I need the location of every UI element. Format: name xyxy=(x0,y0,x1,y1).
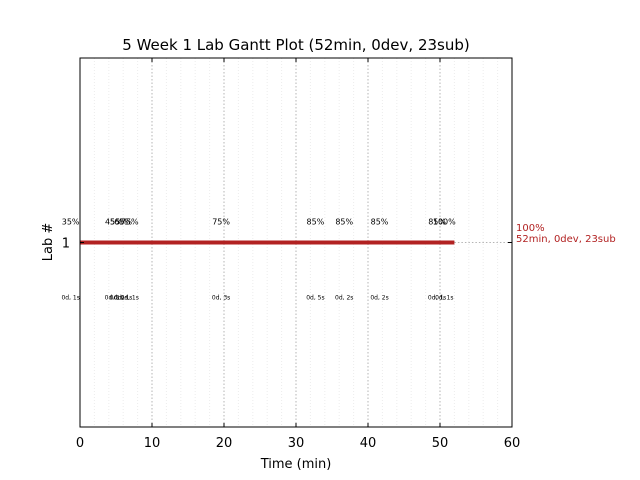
submission-info-label: 0d, 2s xyxy=(370,295,388,302)
submission-percent-label: 75% xyxy=(212,218,230,227)
submission-percent-label: 85% xyxy=(307,218,325,227)
submission-info-label: 0d, 1s xyxy=(435,295,453,302)
x-tick-label: 20 xyxy=(216,436,233,451)
submission-info-label: 0d, 1s xyxy=(428,295,446,302)
submission-percent-label: 85% xyxy=(428,218,446,227)
x-tick-label: 60 xyxy=(504,436,521,451)
y-axis-label: Lab # xyxy=(41,223,56,262)
submission-info-label: 0d, 5s xyxy=(306,295,324,302)
submission-percent-label: 45% xyxy=(105,218,123,227)
submission-info-label: 0d, 1s xyxy=(61,295,79,302)
x-tick-label: 50 xyxy=(432,436,449,451)
submission-info-label: 0d, 1s xyxy=(110,295,128,302)
x-tick-label: 10 xyxy=(144,436,161,451)
submission-percent-label: 35% xyxy=(62,218,80,227)
x-tick-label: 30 xyxy=(288,436,305,451)
x-tick-label: 0 xyxy=(76,436,84,451)
y-axis-ticks: 1 xyxy=(62,237,512,252)
submission-info-label: 0d, 1s xyxy=(114,295,132,302)
y-tick-label: 1 xyxy=(62,237,70,252)
x-axis-label: Time (min) xyxy=(260,457,332,472)
x-axis-ticks: 0 10 20 30 40 50 60 xyxy=(76,58,520,451)
submission-info-label: 0d, 1s xyxy=(105,295,123,302)
submission-percent-label: 85% xyxy=(371,218,389,227)
submission-info-label: 0d, 2s xyxy=(335,295,353,302)
submission-percent-label: 85% xyxy=(335,218,353,227)
chart-title: 5 Week 1 Lab Gantt Plot (52min, 0dev, 23… xyxy=(122,36,469,54)
submission-info-label: 0d, 1s xyxy=(120,295,138,302)
submission-info-label: 0d, 3s xyxy=(212,295,230,302)
bar-end-percent-label: 100% xyxy=(516,223,545,234)
submission-percent-label: 65% xyxy=(114,218,132,227)
submission-percent-label: 100% xyxy=(433,218,456,227)
submission-percent-label: 55% xyxy=(110,218,128,227)
submission-percent-label: 75% xyxy=(121,218,139,227)
submission-labels: 35% 0d, 1s 45% 0d, 1s 55% 0d, 1s 65% 0d, 1s 75% 0… xyxy=(61,218,456,302)
x-tick-label: 40 xyxy=(360,436,377,451)
bar-end-summary-label: 52min, 0dev, 23sub xyxy=(516,234,616,245)
